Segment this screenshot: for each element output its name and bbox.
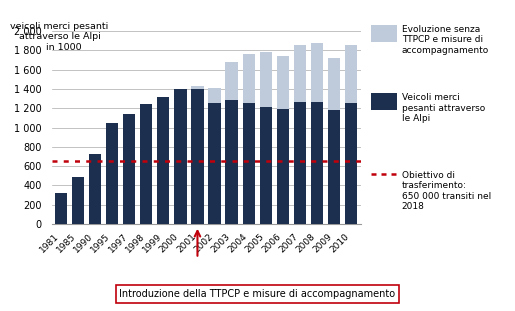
Bar [311, 102, 323, 224]
Bar [345, 103, 357, 224]
Bar [277, 56, 289, 109]
Text: Veicoli merci
pesanti attraverso
le Alpi: Veicoli merci pesanti attraverso le Alpi [402, 93, 485, 123]
Bar [345, 45, 357, 103]
Bar [328, 58, 340, 110]
Text: veicoli merci pesanti
attraverso le Alpi
   in 1000: veicoli merci pesanti attraverso le Alpi… [10, 22, 109, 52]
Bar [260, 107, 272, 224]
Bar [123, 114, 135, 224]
Bar [174, 89, 186, 224]
Bar [260, 52, 272, 107]
Bar [294, 102, 306, 224]
Bar [89, 154, 101, 224]
Bar [328, 110, 340, 224]
Text: Evoluzione senza
TTPCP e misure di
accompagnamento: Evoluzione senza TTPCP e misure di accom… [402, 25, 489, 55]
Bar [140, 104, 152, 224]
Bar [294, 44, 306, 102]
Bar [243, 54, 255, 103]
Bar [191, 86, 203, 89]
Bar [226, 62, 238, 100]
Bar [72, 177, 84, 224]
Bar [209, 88, 221, 103]
Bar [106, 123, 118, 224]
Bar [226, 100, 238, 224]
Bar [243, 103, 255, 224]
Bar [157, 97, 169, 224]
Bar [277, 109, 289, 224]
Bar [209, 103, 221, 224]
Bar [55, 193, 67, 224]
Bar [191, 89, 203, 224]
Bar [311, 43, 323, 102]
Text: Obiettivo di
trasferimento:
650 000 transiti nel
2018: Obiettivo di trasferimento: 650 000 tran… [402, 171, 491, 211]
Text: Introduzione della TTPCP e misure di accompagnamento: Introduzione della TTPCP e misure di acc… [119, 289, 396, 299]
